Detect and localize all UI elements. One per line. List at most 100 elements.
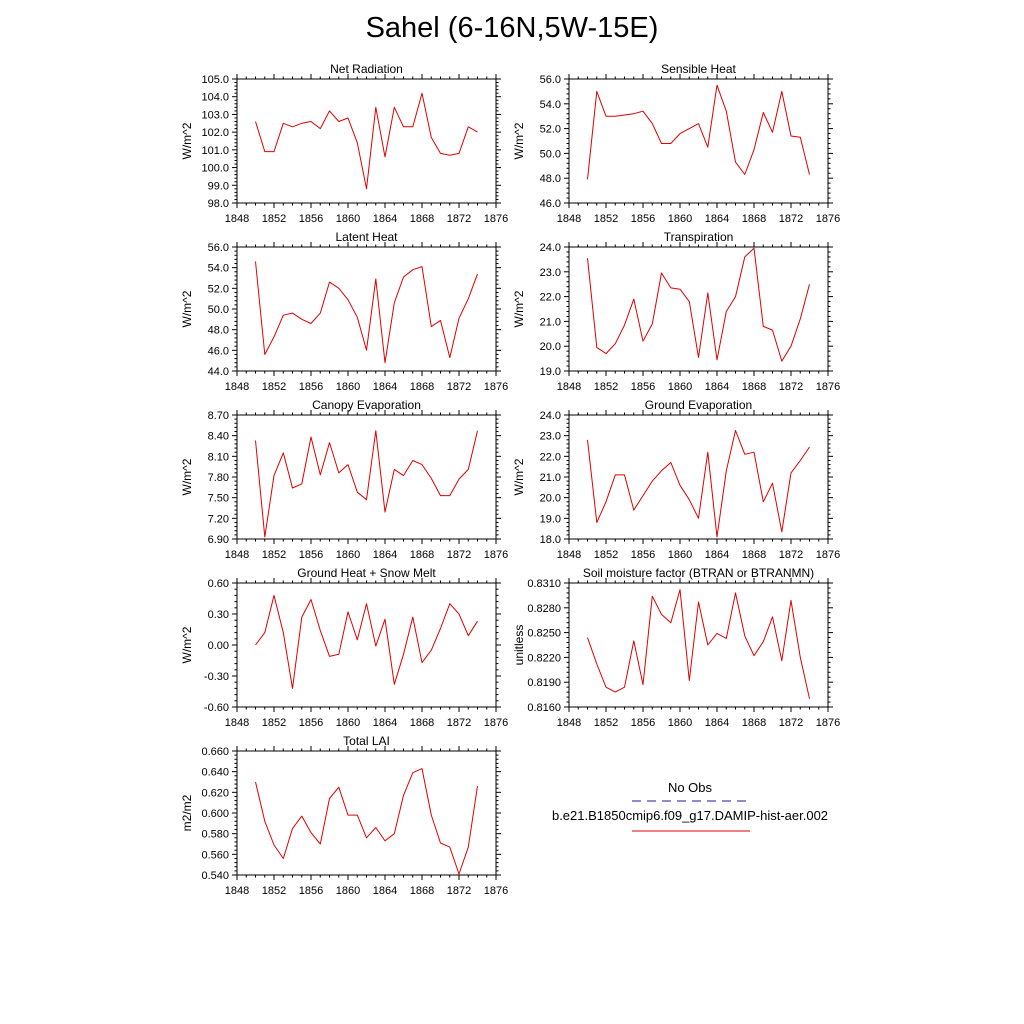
y-axis-label: unitless bbox=[512, 625, 526, 666]
x-tick-label: 1852 bbox=[262, 213, 286, 225]
chart-panel-canopy-evaporation: Canopy Evaporation W/m^2 1848 1852 1856 1860 1… bbox=[180, 398, 508, 561]
chart-panel-ground-evaporation: Ground Evaporation W/m^2 1848 1852 1856 1860 1… bbox=[512, 398, 840, 561]
x-tick-label: 1864 bbox=[373, 717, 397, 729]
x-tick-label: 1852 bbox=[262, 717, 286, 729]
x-tick-label: 1868 bbox=[410, 549, 434, 561]
x-tick-label: 1876 bbox=[484, 381, 508, 393]
y-tick-label: 0.640 bbox=[201, 767, 229, 779]
y-tick-label: 105.0 bbox=[201, 74, 229, 86]
x-tick-label: 1868 bbox=[410, 381, 434, 393]
x-tick-label: 1872 bbox=[447, 717, 471, 729]
y-axis-label: W/m^2 bbox=[180, 626, 194, 663]
chart-title: Latent Heat bbox=[335, 230, 398, 244]
y-tick-label: 21.0 bbox=[540, 316, 561, 328]
page-title: Sahel (6-16N,5W-15E) bbox=[365, 12, 659, 44]
plot-frame bbox=[236, 414, 497, 540]
y-axis-label: W/m^2 bbox=[512, 458, 526, 495]
x-tick-label: 1860 bbox=[668, 549, 692, 561]
y-tick-label: 52.0 bbox=[540, 124, 561, 136]
y-tick-label: 7.80 bbox=[208, 472, 229, 484]
y-tick-label: 50.0 bbox=[540, 148, 561, 160]
chart-title: Total LAI bbox=[343, 734, 390, 748]
y-tick-label: 0.8310 bbox=[527, 578, 561, 590]
plot-frame bbox=[568, 78, 829, 204]
y-tick-label: 0.30 bbox=[208, 609, 229, 621]
x-tick-label: 1856 bbox=[631, 213, 655, 225]
y-tick-label: 46.0 bbox=[208, 345, 229, 357]
x-tick-label: 1848 bbox=[225, 549, 249, 561]
y-tick-label: 0.60 bbox=[208, 578, 229, 590]
y-tick-label: 54.0 bbox=[540, 99, 561, 111]
y-tick-label: 0.8160 bbox=[527, 702, 561, 714]
series-line bbox=[255, 768, 478, 875]
x-tick-label: 1860 bbox=[668, 717, 692, 729]
legend-label-model: b.e21.B1850cmip6.f09_g17.DAMIP-hist-aer.… bbox=[552, 808, 828, 823]
y-tick-label: 7.50 bbox=[208, 493, 229, 505]
series-line bbox=[587, 247, 810, 362]
y-tick-label: 0.580 bbox=[201, 829, 229, 841]
chart-panel-ground-heat-snow-melt: Ground Heat + Snow Melt W/m^2 1848 1852 1856… bbox=[180, 566, 508, 729]
y-tick-label: 19.0 bbox=[540, 513, 561, 525]
y-tick-label: 52.0 bbox=[208, 283, 229, 295]
x-tick-label: 1848 bbox=[225, 213, 249, 225]
x-tick-label: 1876 bbox=[484, 885, 508, 897]
series-line bbox=[587, 589, 810, 699]
chart-title: Net Radiation bbox=[330, 62, 403, 76]
y-tick-label: 8.70 bbox=[208, 410, 229, 422]
y-tick-label: 0.8250 bbox=[527, 628, 561, 640]
y-tick-label: 0.00 bbox=[208, 640, 229, 652]
x-tick-label: 1848 bbox=[557, 381, 581, 393]
x-tick-label: 1864 bbox=[373, 381, 397, 393]
x-tick-label: 1872 bbox=[779, 549, 803, 561]
plot-frame bbox=[236, 246, 497, 372]
y-tick-label: 23.0 bbox=[540, 267, 561, 279]
x-tick-label: 1864 bbox=[373, 549, 397, 561]
y-tick-label: 6.90 bbox=[208, 534, 229, 546]
x-tick-label: 1876 bbox=[816, 717, 840, 729]
chart-panel-transpiration: Transpiration W/m^2 1848 1852 1856 1860 1864 18… bbox=[512, 230, 840, 393]
y-axis-label: W/m^2 bbox=[512, 290, 526, 327]
x-tick-label: 1876 bbox=[816, 381, 840, 393]
x-tick-label: 1848 bbox=[225, 717, 249, 729]
y-tick-label: 20.0 bbox=[540, 493, 561, 505]
y-tick-label: 22.0 bbox=[540, 451, 561, 463]
y-tick-label: 44.0 bbox=[208, 366, 229, 378]
series-line bbox=[587, 84, 810, 180]
x-tick-label: 1864 bbox=[705, 213, 729, 225]
series-line bbox=[255, 92, 478, 190]
y-axis-label: W/m^2 bbox=[512, 122, 526, 159]
plot-frame bbox=[568, 414, 829, 540]
legend-label-no-obs: No Obs bbox=[668, 780, 713, 795]
y-tick-label: 56.0 bbox=[540, 74, 561, 86]
x-tick-label: 1860 bbox=[668, 381, 692, 393]
x-tick-label: 1856 bbox=[299, 213, 323, 225]
x-tick-label: 1872 bbox=[779, 381, 803, 393]
x-tick-label: 1864 bbox=[373, 213, 397, 225]
y-tick-label: -0.60 bbox=[204, 702, 229, 714]
x-tick-label: 1876 bbox=[484, 213, 508, 225]
y-tick-label: 54.0 bbox=[208, 263, 229, 275]
x-tick-label: 1856 bbox=[299, 381, 323, 393]
y-tick-label: 100.0 bbox=[201, 163, 229, 175]
x-tick-label: 1872 bbox=[447, 381, 471, 393]
y-tick-label: 0.8190 bbox=[527, 677, 561, 689]
x-tick-label: 1864 bbox=[705, 717, 729, 729]
plot-frame bbox=[236, 582, 497, 708]
y-axis-label: W/m^2 bbox=[180, 290, 194, 327]
y-tick-label: 0.600 bbox=[201, 808, 229, 820]
x-tick-label: 1852 bbox=[262, 885, 286, 897]
x-tick-label: 1856 bbox=[299, 549, 323, 561]
x-tick-label: 1876 bbox=[484, 549, 508, 561]
chart-title: Ground Evaporation bbox=[645, 398, 752, 412]
y-tick-label: 0.660 bbox=[201, 746, 229, 758]
y-tick-label: 0.560 bbox=[201, 849, 229, 861]
x-tick-label: 1868 bbox=[742, 213, 766, 225]
x-tick-label: 1868 bbox=[742, 717, 766, 729]
y-tick-label: 98.0 bbox=[208, 198, 229, 210]
x-tick-label: 1856 bbox=[299, 717, 323, 729]
x-tick-label: 1860 bbox=[336, 717, 360, 729]
x-tick-label: 1864 bbox=[373, 885, 397, 897]
y-tick-label: 20.0 bbox=[540, 341, 561, 353]
